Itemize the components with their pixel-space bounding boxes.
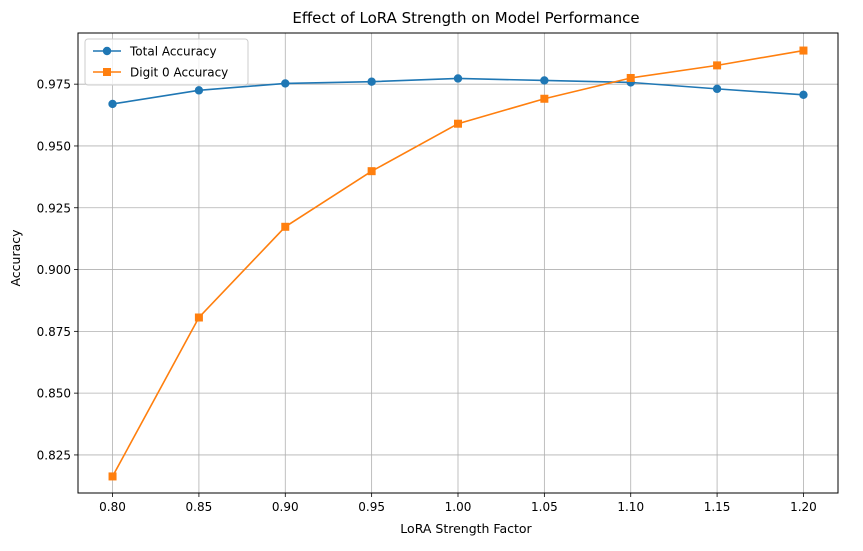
y-tick-label: 0.925 — [37, 201, 71, 215]
x-tick-label: 0.80 — [99, 500, 126, 514]
x-tick-label: 1.20 — [790, 500, 817, 514]
data-point — [281, 222, 290, 231]
legend-label: Digit 0 Accuracy — [130, 66, 228, 80]
legend-box — [84, 38, 249, 86]
data-point — [540, 76, 549, 85]
legend-marker — [102, 46, 112, 56]
legend-item: Total Accuracy — [93, 45, 217, 59]
data-point — [453, 74, 463, 83]
data-point — [108, 472, 117, 481]
y-tick-label: 0.900 — [37, 263, 71, 277]
series-layer — [108, 46, 808, 481]
x-tick-label: 1.00 — [445, 500, 472, 514]
y-tick-label: 0.875 — [37, 325, 71, 339]
y-axis-label: Accuracy — [8, 229, 23, 287]
data-point — [713, 61, 722, 70]
x-tick-label: 0.90 — [272, 500, 299, 514]
x-tick-label: 0.85 — [186, 500, 213, 514]
y-tick-label: 0.850 — [37, 387, 71, 401]
data-point — [799, 90, 808, 99]
series-2 — [108, 46, 808, 481]
data-point — [194, 313, 203, 322]
data-point — [367, 167, 376, 176]
data-point — [540, 94, 549, 103]
data-point — [194, 86, 204, 95]
y-tick-label: 0.825 — [37, 448, 71, 462]
legend-marker — [103, 68, 111, 76]
legend: Total Accuracy Digit 0 Accuracy — [84, 38, 249, 86]
x-tick-label: 1.10 — [617, 500, 644, 514]
data-point — [108, 99, 117, 109]
x-tick-label: 1.05 — [531, 500, 558, 514]
data-point — [799, 46, 808, 55]
x-tick-label: 1.15 — [704, 500, 731, 514]
x-tick-label: 0.95 — [358, 500, 385, 514]
x-axis-label: LoRA Strength Factor — [400, 521, 532, 536]
chart-title: Effect of LoRA Strength on Model Perform… — [292, 9, 639, 27]
legend-label: Total Accuracy — [129, 45, 217, 59]
legend-item: Digit 0 Accuracy — [93, 66, 228, 80]
data-point — [712, 84, 722, 94]
data-point — [626, 73, 635, 82]
y-tick-label: 0.950 — [37, 139, 71, 153]
grid-lines — [78, 33, 838, 493]
data-point — [367, 77, 376, 86]
data-point — [454, 119, 462, 128]
y-tick-label: 0.975 — [37, 78, 71, 92]
data-point — [281, 79, 290, 88]
axes: 0.80 0.85 0.90 0.95 1.00 1.05 1.10 1.15 1.20 0.82… — [37, 78, 817, 514]
